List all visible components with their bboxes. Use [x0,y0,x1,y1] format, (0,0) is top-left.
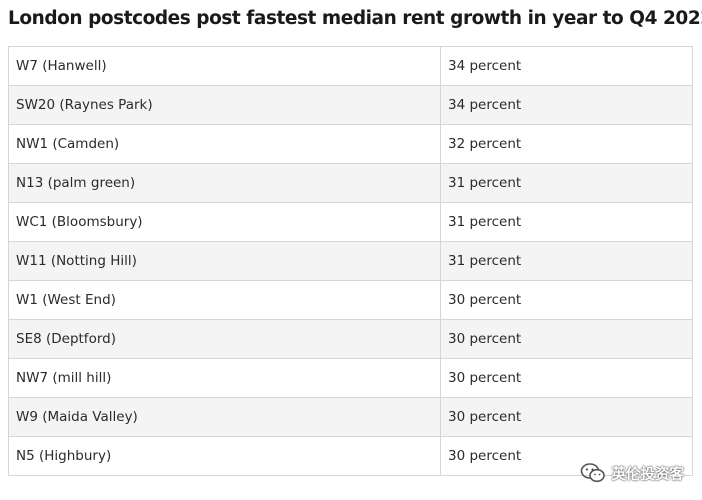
watermark: 英伦投资客 [580,462,685,484]
table-row: NW1 (Camden) 32 percent [8,124,693,164]
table-row: N13 (palm green) 31 percent [8,163,693,203]
growth-cell: 30 percent [440,397,693,437]
postcode-cell: N13 (palm green) [8,163,441,203]
postcode-cell: W7 (Hanwell) [8,46,441,86]
growth-cell: 30 percent [440,280,693,320]
growth-cell: 30 percent [440,358,693,398]
table-body: W7 (Hanwell) 34 percent SW20 (Raynes Park)… [8,46,693,476]
postcode-cell: WC1 (Bloomsbury) [8,202,441,242]
table-row: N5 (Highbury) 30 percent [8,436,693,476]
growth-cell: 30 percent [440,436,693,476]
postcode-cell: SW20 (Raynes Park) [8,85,441,125]
wechat-icon [580,462,606,484]
growth-cell: 31 percent [440,163,693,203]
growth-cell: 32 percent [440,124,693,164]
watermark-text: 英伦投资客 [611,466,685,483]
growth-cell: 31 percent [440,241,693,281]
postcode-cell: NW7 (mill hill) [8,358,441,398]
rent-growth-table: W7 (Hanwell) 34 percent SW20 (Raynes Park)… [8,46,693,476]
postcode-cell: SE8 (Deptford) [8,319,441,359]
growth-cell: 31 percent [440,202,693,242]
postcode-cell: W11 (Notting Hill) [8,241,441,281]
postcode-cell: W9 (Maida Valley) [8,397,441,437]
growth-cell: 30 percent [440,319,693,359]
postcode-cell: W1 (West End) [8,280,441,320]
table-row: W9 (Maida Valley) 30 percent [8,397,693,437]
table-row: W1 (West End) 30 percent [8,280,693,320]
table-row: SW20 (Raynes Park) 34 percent [8,85,693,125]
postcode-cell: NW1 (Camden) [8,124,441,164]
growth-cell: 34 percent [440,85,693,125]
growth-cell: 34 percent [440,46,693,86]
table-row: W11 (Notting Hill) 31 percent [8,241,693,281]
postcode-cell: N5 (Highbury) [8,436,441,476]
table-row: SE8 (Deptford) 30 percent [8,319,693,359]
table-title: London postcodes post fastest median ren… [8,8,702,29]
table-row: W7 (Hanwell) 34 percent [8,46,693,86]
table-row: NW7 (mill hill) 30 percent [8,358,693,398]
table-row: WC1 (Bloomsbury) 31 percent [8,202,693,242]
